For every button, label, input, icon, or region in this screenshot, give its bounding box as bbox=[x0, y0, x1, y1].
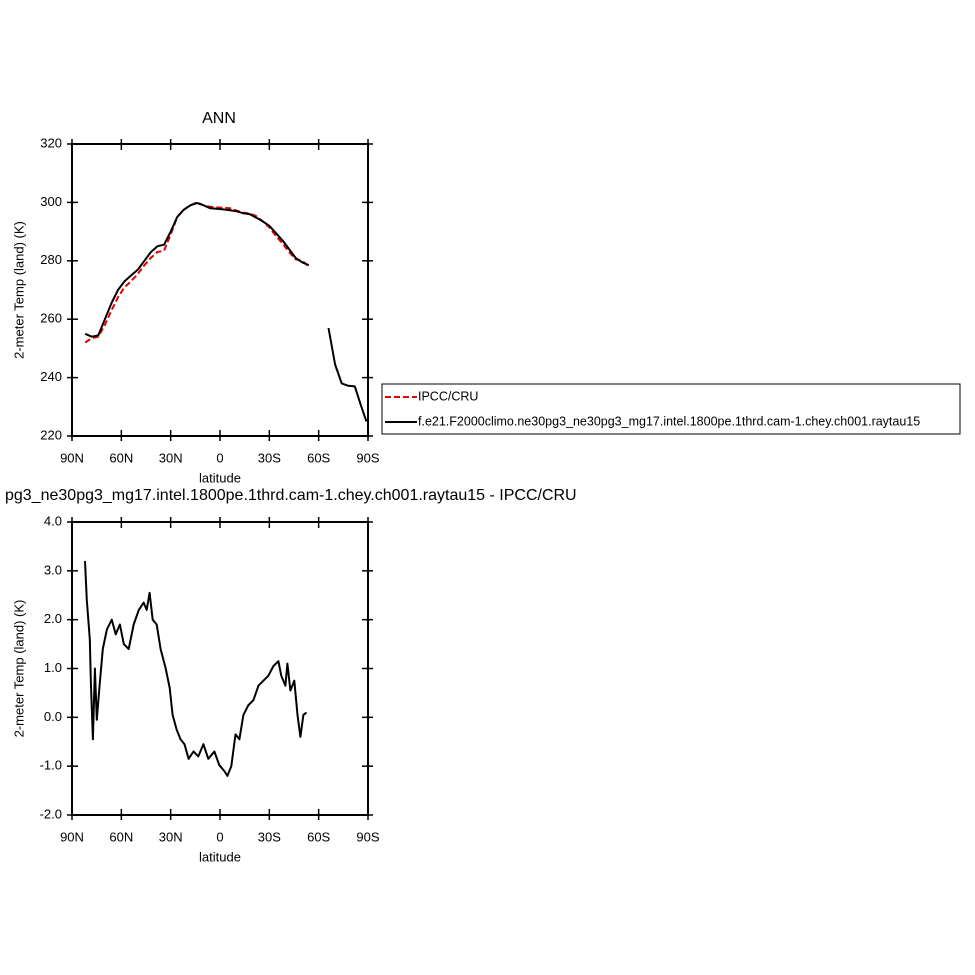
x-tick-label: 90N bbox=[60, 829, 84, 844]
chart-title: ANN bbox=[202, 110, 236, 127]
x-tick-label: 30S bbox=[258, 829, 281, 844]
y-tick-label: 300 bbox=[40, 194, 62, 209]
x-tick-label: 0 bbox=[216, 450, 223, 465]
y-tick-label: -1.0 bbox=[40, 758, 62, 773]
legend-box bbox=[381, 383, 961, 435]
legend-label: f.e21.F2000climo.ne30pg3_ne30pg3_mg17.in… bbox=[418, 414, 920, 428]
y-tick-label: 2.0 bbox=[44, 611, 62, 626]
data-line bbox=[84, 202, 368, 422]
y-tick-label: 1.0 bbox=[44, 660, 62, 675]
x-tick-label: 90S bbox=[356, 829, 379, 844]
data-line bbox=[84, 201, 310, 344]
x-tick-label: 30S bbox=[258, 450, 281, 465]
y-axis-label: 2-meter Temp (land) (K) bbox=[11, 221, 26, 359]
x-tick-label: 60S bbox=[307, 829, 330, 844]
legend-label: IPCC/CRU bbox=[418, 389, 478, 403]
x-tick-label: 90N bbox=[60, 450, 84, 465]
x-tick-label: 30N bbox=[159, 450, 183, 465]
y-tick-label: 0.0 bbox=[44, 709, 62, 724]
y-tick-label: -2.0 bbox=[40, 806, 62, 821]
y-tick-label: 4.0 bbox=[44, 513, 62, 528]
x-axis-label: latitude bbox=[199, 849, 241, 864]
x-tick-label: 0 bbox=[216, 829, 223, 844]
x-tick-label: 60S bbox=[307, 450, 330, 465]
y-tick-label: 280 bbox=[40, 252, 62, 267]
chart-title: pg3_ne30pg3_mg17.intel.1800pe.1thrd.cam-… bbox=[5, 487, 577, 504]
x-tick-label: 30N bbox=[159, 829, 183, 844]
x-tick-label: 60N bbox=[109, 829, 133, 844]
y-tick-label: 320 bbox=[40, 135, 62, 150]
plot-frame bbox=[71, 143, 369, 437]
y-tick-label: 220 bbox=[40, 427, 62, 442]
y-axis-label: 2-meter Temp (land) (K) bbox=[11, 600, 26, 738]
plot-frame bbox=[71, 521, 369, 816]
y-tick-label: 240 bbox=[40, 369, 62, 384]
y-tick-label: 3.0 bbox=[44, 562, 62, 577]
x-tick-label: 60N bbox=[109, 450, 133, 465]
x-tick-label: 90S bbox=[356, 450, 379, 465]
y-tick-label: 260 bbox=[40, 311, 62, 326]
data-line bbox=[84, 561, 308, 777]
x-axis-label: latitude bbox=[199, 470, 241, 485]
